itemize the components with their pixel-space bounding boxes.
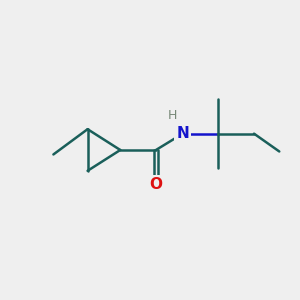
Text: O: O: [149, 177, 162, 192]
Text: H: H: [168, 109, 177, 122]
Text: N: N: [176, 126, 189, 141]
